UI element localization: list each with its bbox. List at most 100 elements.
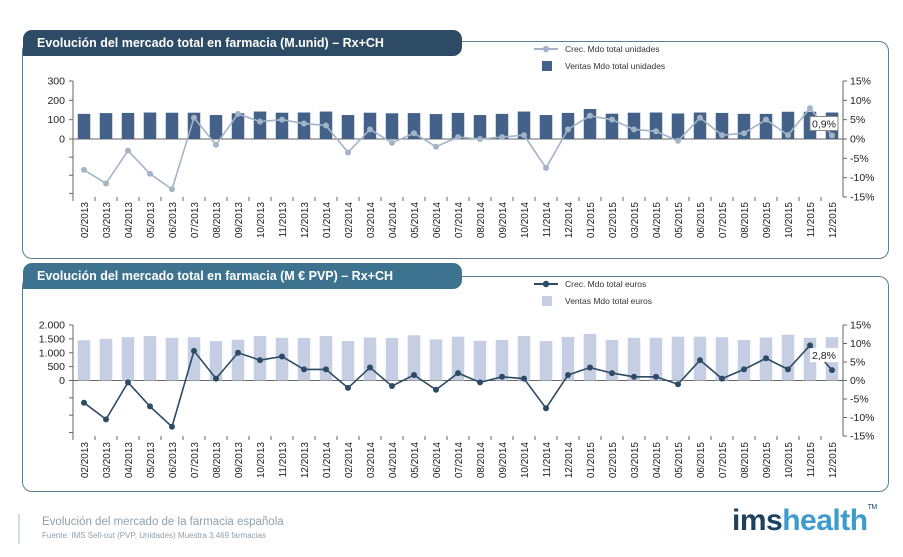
x-tick-label: 03/2013 [102, 202, 113, 239]
growth-point [81, 166, 87, 173]
growth-point [807, 342, 813, 349]
right-tick-label: 10% [850, 95, 871, 107]
x-tick-label: 04/2014 [388, 442, 399, 479]
x-tick-label: 05/2013 [146, 202, 157, 239]
growth-point [389, 139, 395, 146]
chart-panel-units [22, 41, 889, 259]
growth-point [653, 373, 659, 380]
x-tick-label: 11/2014 [542, 442, 553, 478]
growth-point [389, 383, 395, 390]
x-tick-label: 08/2014 [476, 202, 487, 239]
growth-point [477, 136, 483, 142]
x-tick-label: 08/2015 [740, 202, 751, 239]
x-tick-label: 11/2013 [278, 202, 289, 238]
bar [121, 337, 135, 381]
chart-title-units: Evolución del mercado total en farmacia … [23, 30, 462, 56]
x-tick-label: 07/2014 [454, 202, 465, 239]
x-tick-label: 08/2014 [476, 442, 487, 479]
growth-point [653, 128, 659, 135]
bar [737, 339, 751, 381]
x-tick-label: 02/2015 [608, 442, 619, 479]
left-tick-label: 0 [59, 134, 65, 146]
left-tick-label: 500 [47, 361, 65, 373]
right-tick-label: -10% [850, 412, 875, 424]
growth-point [301, 366, 307, 373]
bar [429, 114, 443, 139]
x-tick-label: 12/2015 [828, 442, 839, 479]
bar [473, 115, 487, 139]
growth-point [213, 375, 219, 382]
x-tick-label: 05/2014 [410, 202, 421, 239]
x-tick-label: 03/2015 [630, 442, 641, 479]
growth-point [433, 386, 439, 393]
growth-point [631, 126, 637, 133]
x-tick-label: 04/2013 [124, 442, 135, 479]
growth-point [147, 403, 153, 410]
bar [495, 113, 509, 139]
growth-point [125, 147, 131, 154]
right-tick-label: -10% [850, 172, 875, 184]
bar [341, 115, 355, 139]
bar [209, 341, 223, 381]
bar [385, 113, 399, 139]
x-tick-label: 05/2013 [146, 442, 157, 479]
bar [231, 113, 245, 139]
growth-point [697, 114, 703, 121]
growth-point [719, 132, 725, 139]
growth-point [103, 180, 109, 187]
bar [385, 338, 399, 381]
right-tick-label: -15% [850, 431, 875, 443]
bar [165, 112, 179, 139]
growth-point [675, 137, 681, 144]
bar [143, 336, 157, 381]
growth-point [741, 130, 747, 137]
x-tick-label: 04/2014 [388, 202, 399, 239]
bar [649, 337, 663, 381]
bar [517, 336, 531, 381]
x-tick-label: 12/2014 [564, 442, 575, 479]
left-tick-label: 200 [47, 95, 65, 107]
x-tick-label: 06/2013 [168, 442, 179, 479]
x-tick-label: 06/2013 [168, 202, 179, 239]
growth-point [521, 132, 527, 139]
bar [539, 341, 553, 381]
bar [781, 334, 795, 381]
x-tick-label: 12/2013 [300, 202, 311, 239]
growth-point [367, 364, 373, 371]
x-tick-label: 02/2015 [608, 202, 619, 239]
x-tick-label: 10/2015 [784, 202, 795, 239]
x-tick-label: 06/2014 [432, 202, 443, 239]
growth-point [191, 114, 197, 121]
bar [715, 337, 729, 381]
x-tick-label: 10/2014 [520, 202, 531, 239]
bar [99, 338, 113, 381]
legend-bar-label: Ventas Mdo total unidades [565, 61, 665, 71]
x-tick-label: 07/2013 [190, 202, 201, 239]
bar [363, 337, 377, 381]
bar [99, 113, 113, 139]
bar [77, 113, 91, 139]
x-tick-label: 05/2014 [410, 442, 421, 479]
bar [143, 112, 157, 139]
left-tick-label: 300 [47, 76, 65, 88]
right-tick-label: 0% [850, 134, 865, 146]
bar [407, 335, 421, 381]
growth-point [521, 375, 527, 382]
x-tick-label: 06/2015 [696, 202, 707, 239]
growth-point [697, 357, 703, 364]
x-tick-label: 06/2014 [432, 442, 443, 479]
x-tick-label: 11/2013 [278, 442, 289, 478]
growth-point [433, 143, 439, 150]
legend-line-marker [542, 45, 550, 53]
x-tick-label: 09/2015 [762, 442, 773, 479]
bar [473, 340, 487, 381]
growth-point [565, 126, 571, 133]
x-tick-label: 10/2014 [520, 442, 531, 479]
bar [693, 112, 707, 139]
x-tick-label: 03/2014 [366, 202, 377, 239]
x-tick-label: 09/2014 [498, 442, 509, 479]
x-tick-label: 12/2015 [828, 202, 839, 239]
footer-divider [18, 514, 20, 544]
growth-point [367, 126, 373, 133]
bar [649, 112, 663, 139]
